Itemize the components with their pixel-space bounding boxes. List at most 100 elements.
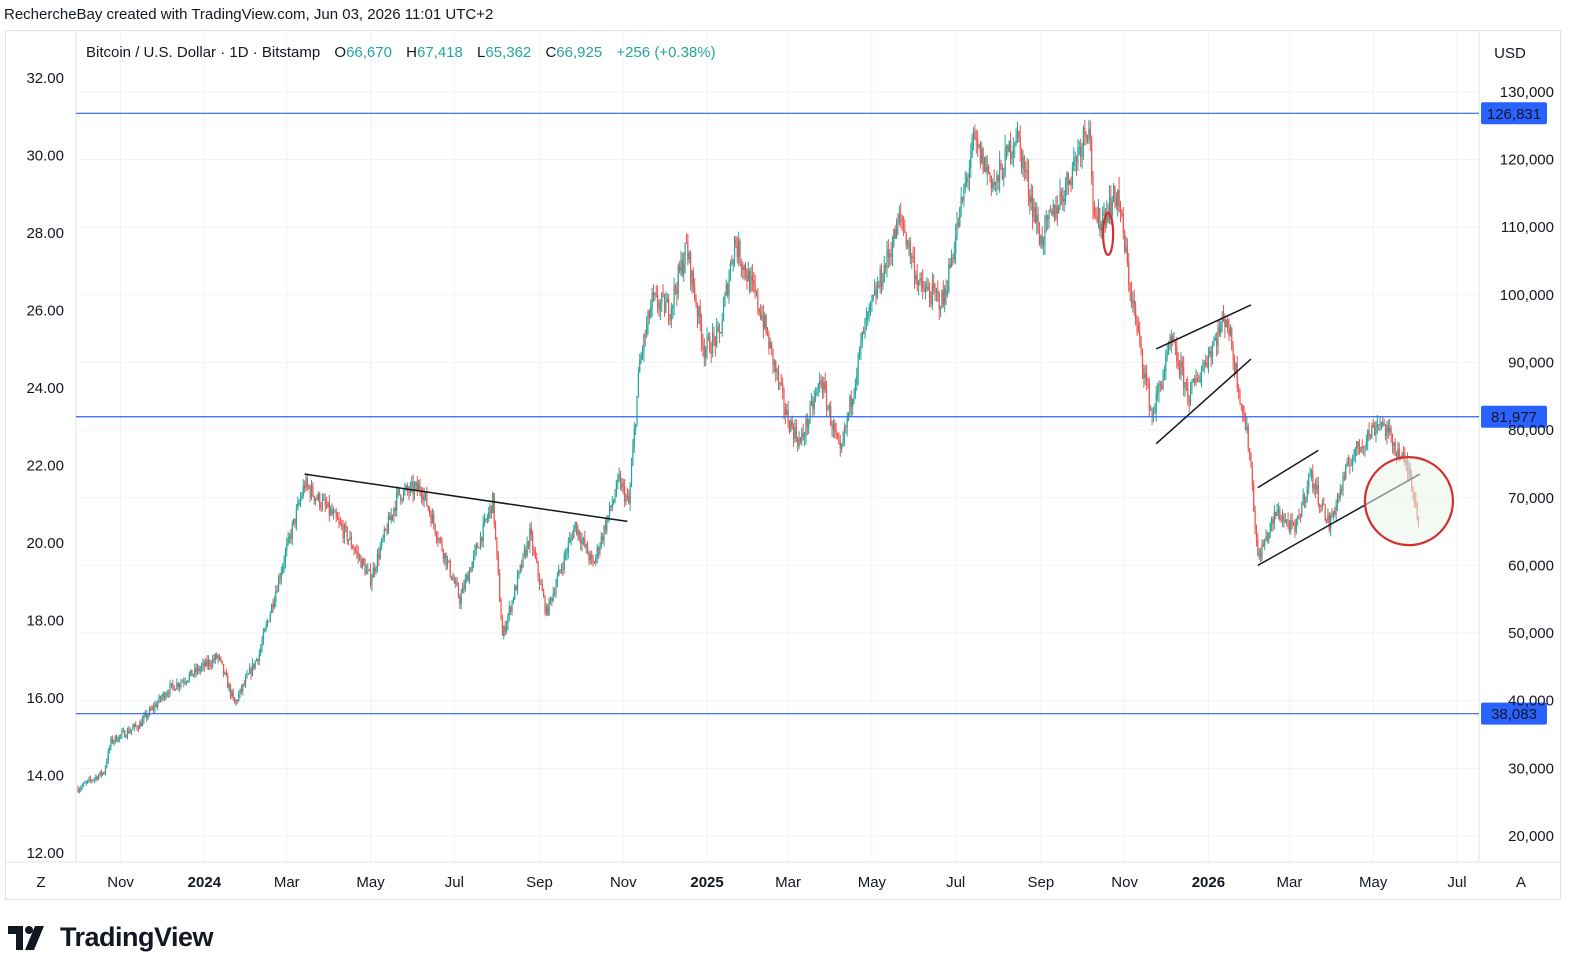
auto-scale-a-button[interactable]: A xyxy=(1516,874,1526,891)
candle-body xyxy=(681,260,683,275)
candle-body xyxy=(402,490,405,500)
time-tick-label: May xyxy=(356,874,385,891)
candle-body xyxy=(1033,207,1035,217)
candle-body xyxy=(438,538,440,541)
candle-body xyxy=(751,275,753,280)
candle-body xyxy=(1228,328,1230,336)
candle-body xyxy=(312,485,314,496)
right-price-axis[interactable]: 130,000 120,000 110,000 100,000 90,000 80,000… xyxy=(1500,84,1554,845)
candle-body xyxy=(1125,247,1127,252)
candle-body xyxy=(626,495,629,497)
candle-body xyxy=(472,554,475,563)
candle-body xyxy=(1122,213,1124,233)
candle-body xyxy=(400,494,402,501)
candle-body xyxy=(1393,442,1395,446)
candle-body xyxy=(350,536,352,547)
candle-body xyxy=(293,518,295,524)
candle-body xyxy=(401,499,403,501)
candle-body xyxy=(688,252,690,260)
candle-body xyxy=(1075,157,1078,164)
candle-body xyxy=(88,778,90,781)
price-level-tag xyxy=(1481,102,1547,125)
candle-body xyxy=(205,659,207,667)
candle-body xyxy=(1249,448,1251,454)
candle-body xyxy=(170,683,172,685)
candle-body xyxy=(1158,383,1160,393)
candle-body xyxy=(1218,327,1220,334)
candle-body xyxy=(1357,441,1359,447)
candle-body xyxy=(291,523,293,540)
candle-body xyxy=(1236,363,1238,389)
candle-body xyxy=(655,293,657,295)
candle-body xyxy=(1147,380,1149,384)
candle-body xyxy=(187,680,189,682)
candle-body xyxy=(571,536,574,539)
candle-body xyxy=(1225,319,1227,327)
candle-body xyxy=(633,429,635,447)
candle-body xyxy=(288,535,291,537)
candle-body xyxy=(330,509,332,515)
candle-body xyxy=(1195,377,1197,383)
candle-body xyxy=(916,275,918,286)
candle-body xyxy=(536,557,538,562)
candle-body xyxy=(242,684,244,691)
candle-body xyxy=(716,327,718,346)
candle-body xyxy=(356,550,358,552)
candle-body xyxy=(420,491,422,496)
candle-body xyxy=(1269,523,1271,533)
candle-body xyxy=(233,697,236,704)
candle-body xyxy=(665,302,667,313)
candle-body xyxy=(897,221,899,223)
candle-body xyxy=(108,747,111,751)
candle-body xyxy=(527,541,530,547)
candle-body xyxy=(809,404,811,421)
candle-body xyxy=(678,265,681,271)
candle-body xyxy=(1297,515,1299,519)
candle-body xyxy=(321,499,324,508)
candle-body xyxy=(961,197,964,201)
currency-label[interactable]: USD xyxy=(1494,45,1526,62)
candle-body xyxy=(1070,180,1072,186)
tradingview-brand[interactable]: TradingView xyxy=(8,922,214,953)
candle-body xyxy=(1129,284,1131,292)
candle-body xyxy=(1128,262,1130,285)
auto-scale-z-button[interactable]: Z xyxy=(36,874,45,891)
candle-body xyxy=(791,420,793,427)
candle-body xyxy=(886,249,888,269)
candle-body xyxy=(1398,448,1400,461)
candle-body xyxy=(555,585,557,594)
time-axis[interactable]: Nov 2024 Mar May Jul Sep Nov 2025 Mar May Jul Sep No… xyxy=(107,874,1466,891)
candle-body xyxy=(368,569,370,571)
candle-body xyxy=(743,265,745,271)
candle-body xyxy=(1167,342,1170,354)
candle-body xyxy=(1291,520,1293,522)
candle-body xyxy=(405,485,407,489)
candle-body xyxy=(930,298,932,305)
candle-body xyxy=(698,306,700,317)
candle-body xyxy=(924,288,927,292)
candle-body xyxy=(854,384,857,394)
candle-body xyxy=(977,139,979,147)
candle-body xyxy=(357,551,359,557)
candle-body xyxy=(1255,529,1258,541)
candle-body xyxy=(858,349,861,354)
candle-body xyxy=(647,311,649,326)
candle-body xyxy=(317,493,319,500)
candle-body xyxy=(573,528,575,539)
candle-body xyxy=(1231,328,1233,349)
candle-body xyxy=(714,336,716,346)
candle-body xyxy=(1005,145,1008,149)
candle-body xyxy=(449,561,451,577)
candle-body xyxy=(1292,521,1295,526)
candle-body xyxy=(832,423,835,430)
candle-body xyxy=(286,543,288,552)
candle-body xyxy=(957,223,960,226)
candle-body xyxy=(1082,128,1085,146)
candle-body xyxy=(683,263,685,275)
candle-body xyxy=(529,528,531,547)
left-price-axis[interactable]: 32.00 30.00 28.00 26.00 24.00 22.00 20.00 18.00… xyxy=(26,70,64,862)
candle-body xyxy=(496,537,498,555)
candle-body xyxy=(236,700,238,701)
candle-body xyxy=(753,279,755,285)
